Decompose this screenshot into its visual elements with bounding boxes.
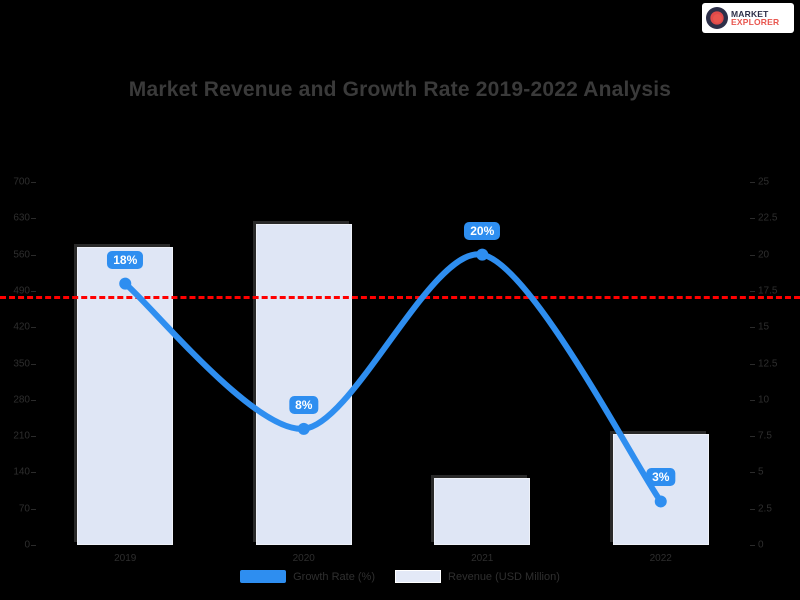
left-axis-tick-label: 210: [13, 430, 30, 442]
legend-label: Growth Rate (%): [293, 570, 376, 583]
left-axis-tick-label: 700: [13, 176, 30, 188]
right-tick-mark: [750, 254, 755, 256]
x-axis-label: 2020: [292, 553, 315, 564]
x-axis-label: 2021: [471, 553, 494, 564]
right-tick-mark: [750, 436, 755, 438]
right-tick-mark: [750, 290, 755, 292]
right-axis-tick-label: 0: [758, 539, 764, 551]
right-tick-mark: [750, 508, 755, 510]
right-tick-mark: [750, 399, 755, 401]
data-label: 20%: [464, 221, 501, 240]
growth-line-path: [122, 251, 664, 505]
left-tick-mark: [31, 472, 36, 474]
right-axis-tick-label: 25: [758, 176, 770, 188]
left-axis-tick-label: 420: [13, 321, 30, 333]
left-axis-tick-label: 560: [13, 249, 30, 261]
line-marker[interactable]: [654, 495, 667, 508]
left-tick-mark: [31, 290, 36, 292]
left-axis-tick-label: 140: [13, 466, 30, 478]
left-tick-mark: [31, 399, 36, 401]
line-marker[interactable]: [297, 422, 310, 435]
logo-line-1: MARKET: [731, 8, 769, 19]
right-tick-mark: [750, 545, 755, 546]
data-label: 3%: [646, 468, 676, 487]
bar[interactable]: [434, 477, 531, 545]
left-tick-mark: [31, 254, 36, 256]
legend-item[interactable]: Growth Rate (%): [230, 570, 385, 583]
plot-area: 0 0 70 2.5 140 5 210 7.5 280 10 350 12.5 420 15 490 17.…: [0, 177, 800, 564]
right-axis-tick-label: 10: [758, 394, 770, 406]
left-tick-mark: [31, 545, 36, 546]
chart-legend: Growth Rate (%) Revenue (USD Million): [0, 570, 800, 583]
left-tick-mark: [31, 508, 36, 510]
left-tick-mark: [31, 436, 36, 438]
legend-label: Revenue (USD Million): [448, 570, 560, 583]
logo-wordmark: MARKET EXPLORER: [731, 8, 780, 27]
left-axis-tick-label: 490: [13, 285, 30, 297]
left-axis-tick-label: 0: [24, 539, 30, 551]
threshold-line: [0, 296, 800, 300]
x-axis-label: 2019: [114, 553, 137, 564]
bar[interactable]: [255, 223, 352, 545]
chart-title: Market Revenue and Growth Rate 2019-2022…: [128, 78, 672, 101]
left-tick-mark: [31, 327, 36, 329]
right-tick-mark: [750, 472, 755, 474]
left-tick-mark: [31, 363, 36, 365]
legend-item[interactable]: Revenue (USD Million): [385, 570, 570, 583]
left-tick-mark: [31, 182, 36, 183]
logo-line-2: EXPLORER: [731, 17, 780, 27]
right-axis-tick-label: 22.5: [758, 212, 778, 224]
left-axis-tick-label: 70: [18, 503, 30, 515]
left-axis-tick-label: 280: [13, 394, 30, 406]
right-tick-mark: [750, 327, 755, 329]
right-axis-tick-label: 20: [758, 249, 770, 261]
right-axis-tick-label: 12.5: [758, 358, 778, 369]
right-tick-mark: [750, 363, 755, 365]
left-axis-tick-label: 350: [13, 358, 30, 369]
x-axis-label: 2022: [649, 553, 672, 564]
line-marker[interactable]: [119, 277, 132, 290]
right-tick-mark: [750, 218, 755, 220]
logo-mark-icon: [706, 7, 728, 29]
line-marker[interactable]: [476, 248, 489, 261]
brand-logo: MARKET EXPLORER: [702, 3, 794, 33]
right-axis-tick-label: 5: [758, 466, 764, 478]
data-label: 8%: [289, 395, 319, 414]
right-axis-tick-label: 2.5: [758, 503, 772, 515]
left-tick-mark: [31, 218, 36, 220]
line-markers: [119, 248, 667, 508]
data-label: 18%: [107, 250, 144, 269]
legend-swatch: [395, 570, 442, 583]
line-series: [119, 248, 667, 508]
right-axis-tick-label: 7.5: [758, 430, 772, 442]
right-axis-tick-label: 17.5: [758, 285, 778, 297]
left-axis-tick-label: 630: [13, 212, 30, 224]
right-tick-mark: [750, 182, 755, 183]
right-axis-tick-label: 15: [758, 321, 770, 333]
legend-swatch: [240, 570, 287, 583]
